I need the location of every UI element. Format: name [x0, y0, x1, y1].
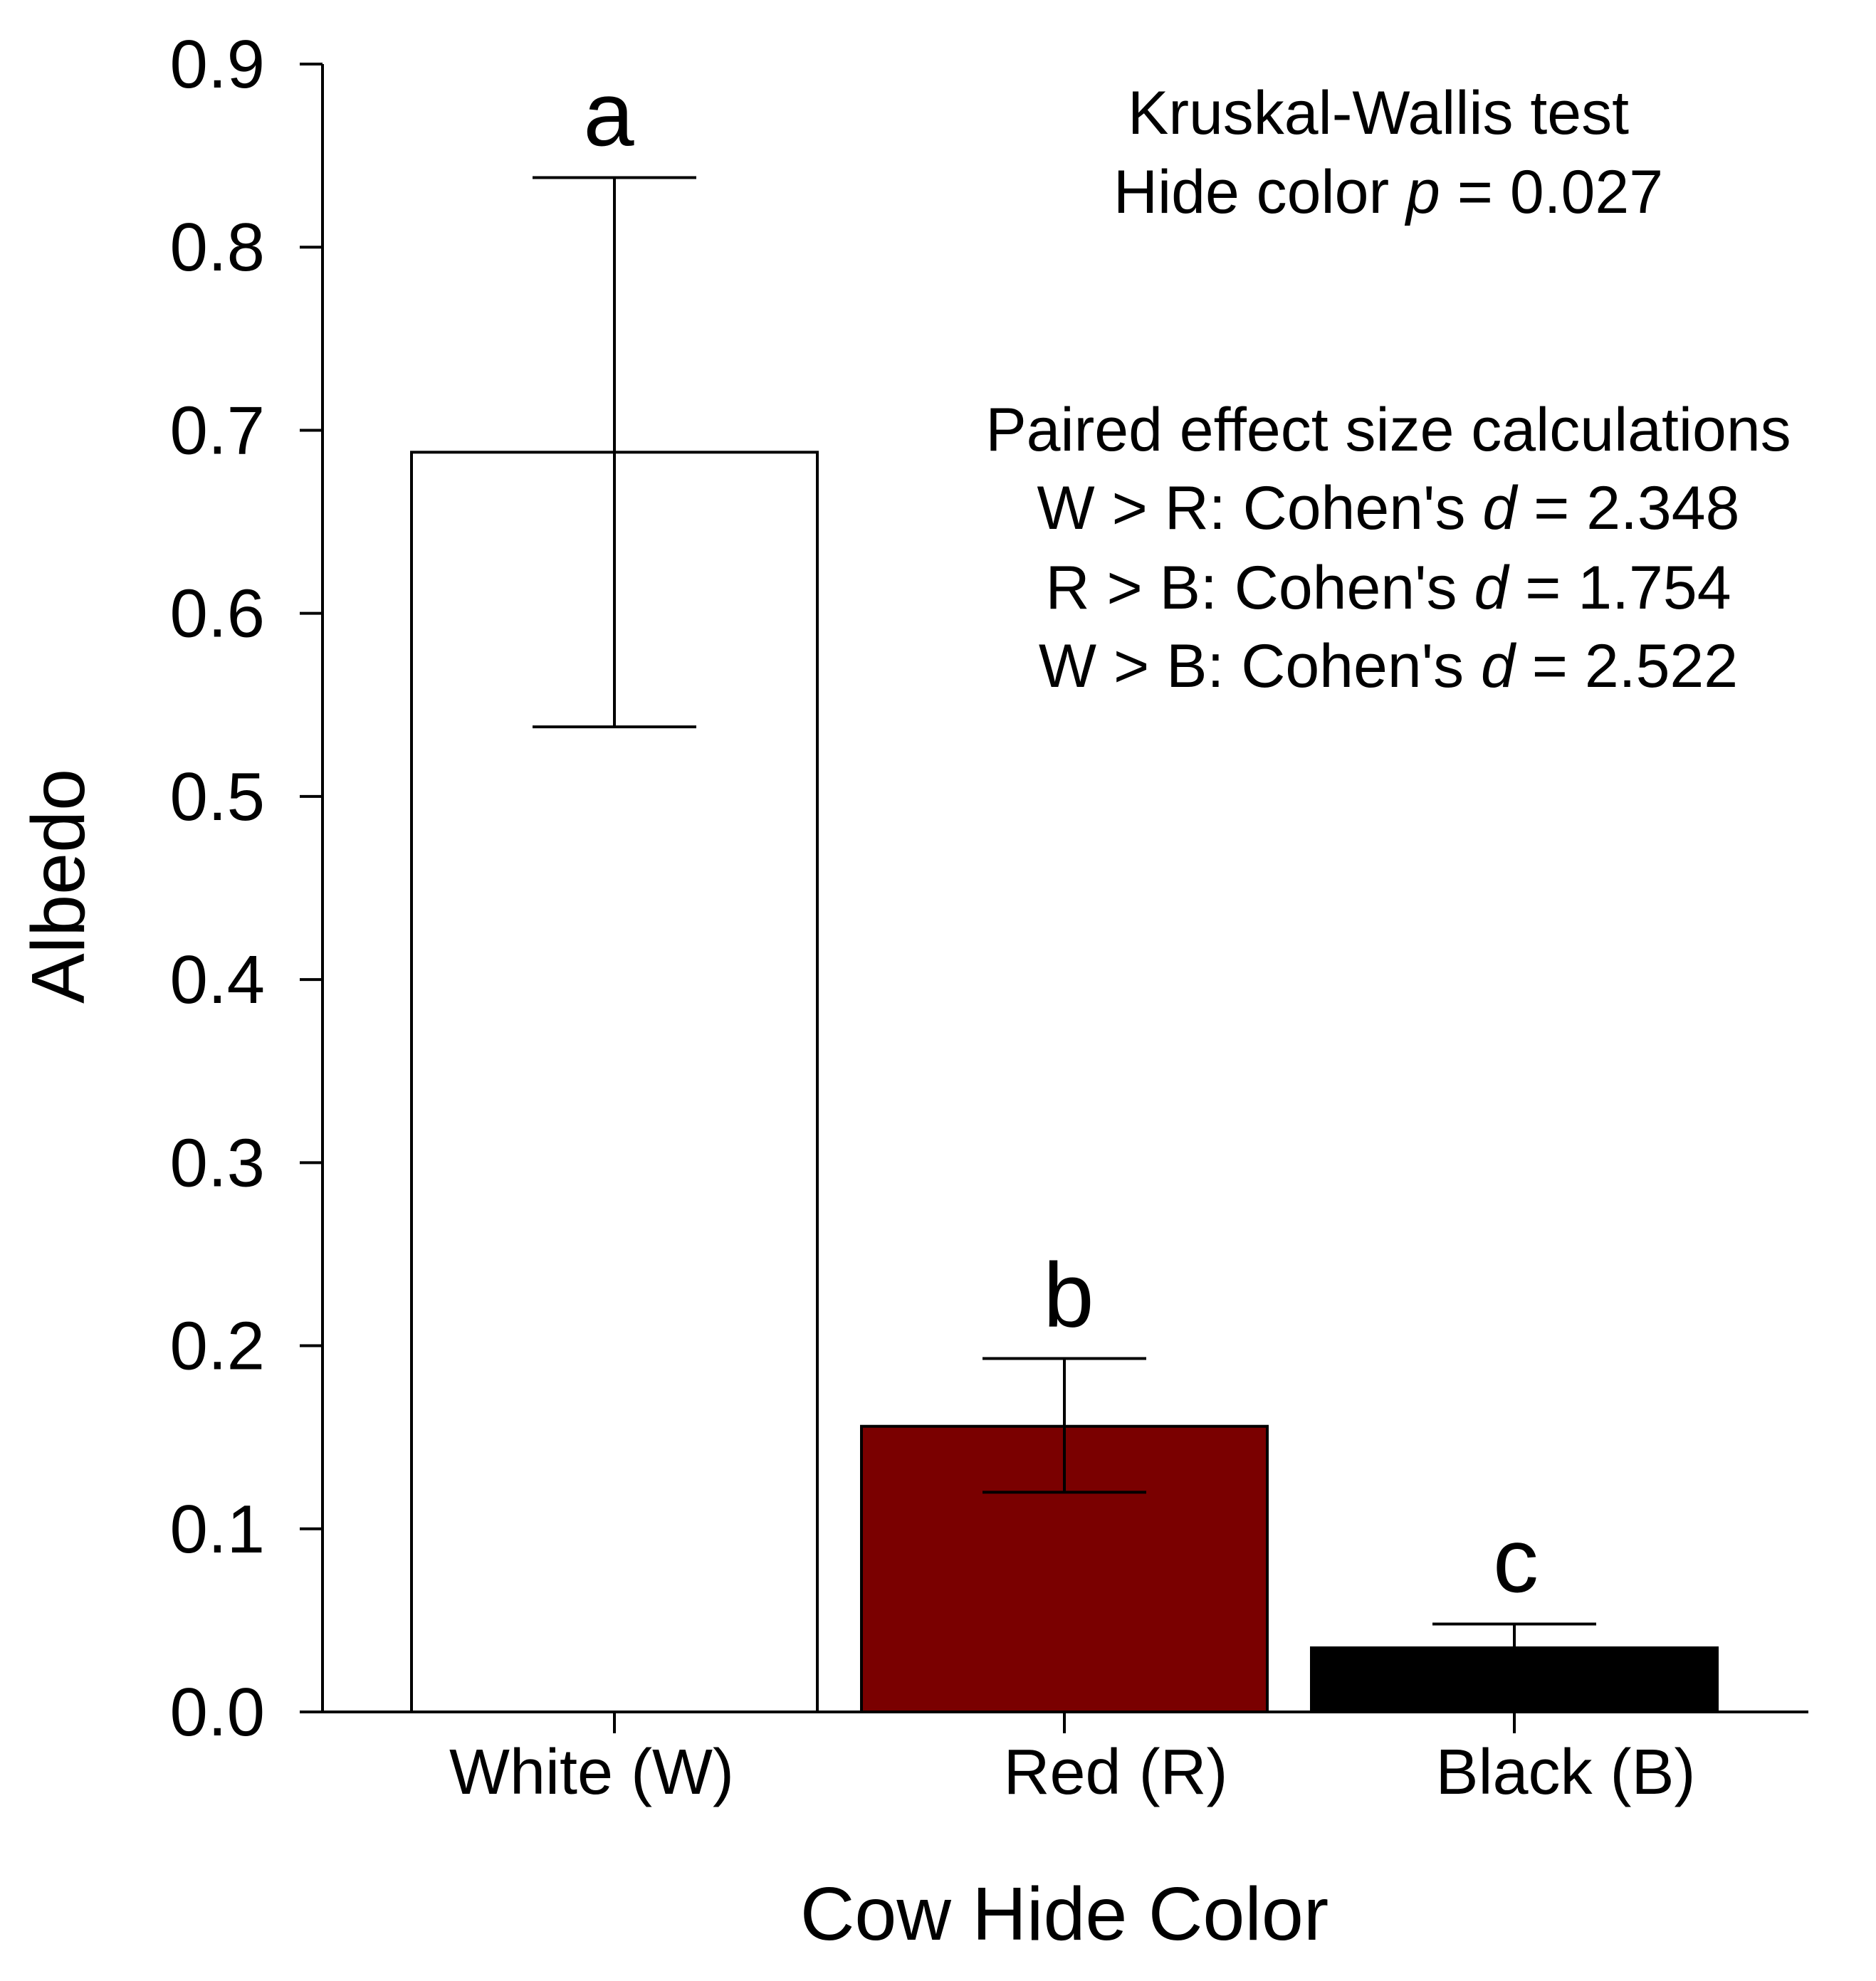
significance-letter: c	[1493, 1510, 1539, 1612]
kruskal-p-value: = 0.027	[1440, 158, 1663, 226]
effect-w-b-prefix: W > B: Cohen's	[1039, 632, 1481, 700]
effect-w-b: W > B: Cohen's d = 2.522	[1039, 632, 1738, 700]
y-tick-label: 0.0	[170, 1674, 265, 1750]
effect-w-r: W > R: Cohen's d = 2.348	[1037, 474, 1740, 542]
x-tick-label: Red (R)	[1003, 1737, 1227, 1808]
statistics-annotations: Kruskal-Wallis test Hide color p = 0.027…	[985, 79, 1791, 700]
y-tick-label: 0.5	[170, 759, 265, 835]
kruskal-title: Kruskal-Wallis test	[1128, 79, 1629, 147]
x-axis-title: Cow Hide Color	[800, 1872, 1329, 1956]
effect-w-r-prefix: W > R: Cohen's	[1037, 474, 1483, 542]
effect-r-b: R > B: Cohen's d = 1.754	[1045, 554, 1731, 622]
x-tick-label: White (W)	[449, 1737, 734, 1808]
significance-letters: a b c	[583, 63, 1539, 1612]
effect-w-b-value: = 2.522	[1515, 632, 1738, 700]
bar	[1310, 1646, 1719, 1713]
y-tick-label: 0.7	[170, 392, 265, 468]
y-tick-label: 0.3	[170, 1125, 265, 1201]
y-tick-label: 0.4	[170, 942, 265, 1018]
significance-letter: a	[583, 63, 634, 165]
kruskal-prefix: Hide color	[1113, 158, 1406, 226]
axes: 0.0 0.1 0.2 0.3 0.4 0.5 0.6 0.7 0.8 0.9 White (W) R…	[170, 26, 1808, 1808]
effect-w-r-d-symbol: d	[1482, 474, 1519, 542]
x-tick-label: Black (B)	[1435, 1737, 1695, 1808]
effect-w-b-d-symbol: d	[1481, 632, 1517, 700]
y-tick-label: 0.9	[170, 26, 265, 103]
effect-r-b-value: = 1.754	[1508, 554, 1731, 622]
y-tick-label: 0.8	[170, 209, 265, 285]
kruskal-result: Hide color p = 0.027	[1113, 158, 1663, 226]
y-tick-label: 0.2	[170, 1308, 265, 1384]
effect-r-b-prefix: R > B: Cohen's	[1045, 554, 1474, 622]
effect-w-r-value: = 2.348	[1516, 474, 1739, 542]
y-axis-title: Albedo	[16, 769, 100, 1004]
error-bars	[533, 176, 1596, 1648]
y-tick-label: 0.6	[170, 576, 265, 652]
y-tick-label: 0.1	[170, 1491, 265, 1567]
effect-r-b-d-symbol: d	[1474, 554, 1510, 622]
bars	[410, 451, 1719, 1713]
effect-size-title: Paired effect size calculations	[985, 396, 1791, 464]
kruskal-p-symbol: p	[1404, 158, 1440, 226]
significance-letter: b	[1043, 1245, 1094, 1347]
